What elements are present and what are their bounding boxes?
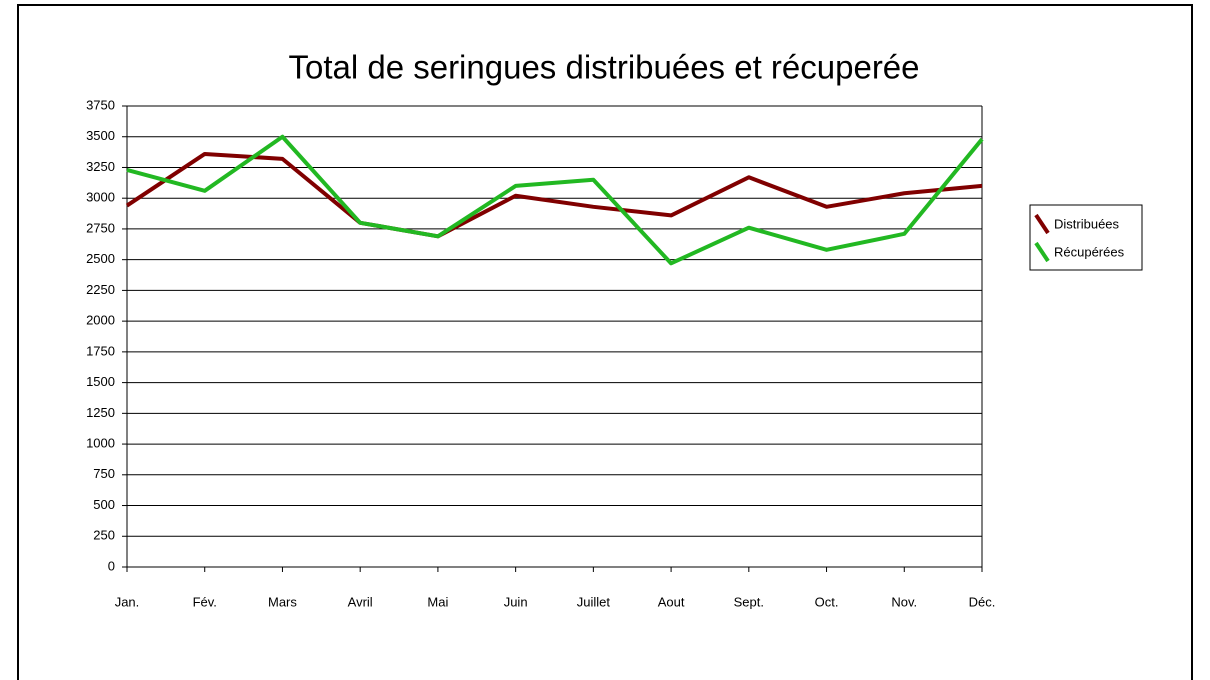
x-tick-label: Aout: [658, 594, 685, 609]
y-tick-label: 2750: [86, 220, 115, 235]
y-tick-label: 3750: [86, 97, 115, 112]
x-tick-label: Jan.: [115, 594, 140, 609]
x-tick-label: Mars: [268, 594, 297, 609]
y-tick-label: 2000: [86, 313, 115, 328]
x-tick-label: Juillet: [577, 594, 611, 609]
x-tick-label: Avril: [348, 594, 373, 609]
y-tick-label: 3500: [86, 128, 115, 143]
legend-swatch: [1034, 213, 1050, 235]
y-tick-label: 2250: [86, 282, 115, 297]
data-line: [125, 151, 983, 239]
x-tick-label: Fév.: [193, 594, 217, 609]
x-tick-label: Juin: [504, 594, 528, 609]
y-tick-label: 500: [93, 497, 115, 512]
chart-title: Total de seringues distribuées et récupe…: [288, 49, 919, 86]
legend-label: Récupérées: [1054, 244, 1125, 259]
x-tick-label: Déc.: [969, 594, 996, 609]
y-tick-label: 0: [108, 558, 115, 573]
y-tick-label: 250: [93, 528, 115, 543]
y-tick-label: 1500: [86, 374, 115, 389]
x-tick-label: Mai: [427, 594, 448, 609]
x-tick-label: Nov.: [891, 594, 917, 609]
legend-label: Distribuées: [1054, 216, 1120, 231]
y-tick-label: 1250: [86, 405, 115, 420]
y-tick-label: 1000: [86, 436, 115, 451]
x-tick-label: Sept.: [734, 594, 764, 609]
data-line: [126, 134, 984, 266]
y-tick-label: 3000: [86, 190, 115, 205]
y-tick-label: 2500: [86, 251, 115, 266]
y-tick-label: 750: [93, 466, 115, 481]
y-tick-label: 1750: [86, 343, 115, 358]
x-tick-label: Oct.: [815, 594, 839, 609]
legend-swatch: [1034, 241, 1050, 263]
y-tick-label: 3250: [86, 159, 115, 174]
